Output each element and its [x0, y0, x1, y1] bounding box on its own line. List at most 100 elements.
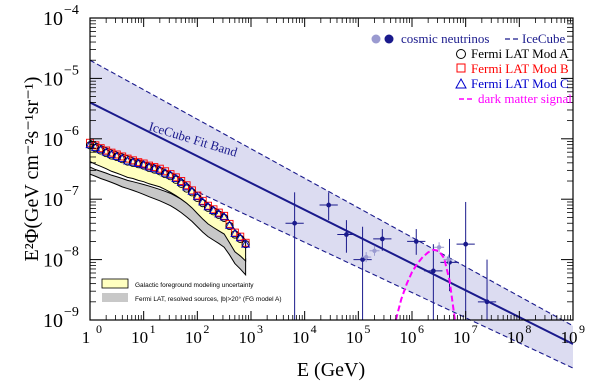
fermi-mod-b-point [107, 148, 116, 157]
neutrino-light-point [363, 254, 369, 260]
x-tick-exponent: 9 [579, 322, 585, 336]
x-tick-label: 1 [82, 328, 91, 347]
x-tick-exponent: 6 [418, 322, 424, 336]
legend2-swatch-resolved [102, 293, 128, 302]
fermi-mod-a-point [225, 221, 234, 231]
y-tick-exponent: −7 [64, 184, 79, 199]
legend-top-right: cosmic neutrinos IceCube Fermi LAT Mod A… [371, 31, 572, 106]
fermi-mod-a-point [193, 193, 202, 202]
icecube-fit-upper-edge [89, 59, 574, 327]
legend-marker-mod-b [456, 63, 466, 73]
y-tick-exponent: −5 [64, 63, 79, 78]
legend-label-dark-matter: dark matter signal [478, 91, 572, 106]
fermi-mod-b-point [123, 154, 132, 163]
x-tick-label: 10 [561, 328, 578, 347]
neutrino-point [379, 236, 385, 242]
x-tick-exponent: 0 [96, 322, 102, 336]
x-tick-label: 10 [346, 328, 363, 347]
y-tick-label: 10 [43, 129, 63, 151]
legend-marker-dark-circle [384, 34, 394, 44]
neutrino-point [360, 257, 365, 262]
x-tick-label: 10 [185, 328, 202, 347]
y-tick-label: 10 [43, 250, 63, 272]
plot-frame [89, 17, 574, 321]
resolved-sources-band [89, 166, 247, 277]
fermi-mod-c-point [187, 186, 197, 195]
x-tick-exponent: 1 [150, 322, 156, 336]
y-tick-label: 10 [43, 8, 63, 30]
y-tick-label: 10 [43, 310, 63, 332]
fermi-mod-c-point [241, 239, 251, 248]
y-tick-exponent: −6 [64, 124, 79, 139]
bands-layer [89, 59, 574, 369]
fermi-mod-b-point [150, 163, 159, 172]
y-tick-label: 10 [43, 189, 63, 211]
neutrino-point [292, 220, 298, 226]
legend-label-mod-b: Fermi LAT Mod B [471, 61, 569, 76]
x-tick-label: 10 [400, 328, 417, 347]
fermi-mod-b-point [102, 146, 111, 155]
fermi-mod-b-point [112, 150, 121, 159]
series-layer [85, 138, 497, 321]
fermi-mod-a-point [230, 230, 239, 239]
fermi-mod-a-point [198, 199, 207, 208]
x-tick-exponent: 8 [525, 322, 531, 336]
neutrino-point [430, 268, 436, 274]
x-tick-label: 10 [131, 328, 148, 347]
legend2-label-resolved: Fermi LAT, resolved sources, |b|>20° (FG… [135, 295, 282, 303]
x-tick-exponent: 2 [203, 322, 209, 336]
icecube-fit-best-line [89, 101, 574, 345]
fermi-mod-a-point [118, 155, 127, 164]
legend-label-icecube: IceCube [522, 31, 566, 46]
y-axis-label: E²Φ(GeV cm⁻²s⁻¹sr⁻¹) [21, 77, 43, 262]
x-tick-exponent: 4 [311, 322, 317, 336]
fermi-mod-a-point [177, 179, 186, 188]
legend-marker-mod-a [456, 49, 466, 59]
legend-label-mod-c: Fermi LAT Mod C [471, 76, 569, 91]
neutrino-point [344, 232, 349, 237]
neutrino-point [413, 239, 419, 244]
x-tick-exponent: 7 [472, 322, 478, 336]
x-tick-label: 10 [507, 328, 524, 347]
x-tick-label: 10 [239, 328, 256, 347]
fermi-mod-b-point [128, 156, 137, 165]
y-tick-exponent: −4 [64, 3, 79, 18]
fermi-mod-b-point [155, 164, 164, 173]
axes-layer: 1 0 10 1 10 2 10 3 10 4 10 5 10 6 10 7 10 8 10 910 −910 −810−… [43, 3, 585, 347]
x-axis-label: E (GeV) [297, 359, 365, 381]
fermi-mod-c-point [198, 197, 208, 206]
fermi-mod-a-point [171, 175, 180, 184]
fermi-mod-c-point [219, 211, 229, 221]
legend2-swatch-foreground [101, 278, 129, 289]
fermi-mod-b-point [118, 152, 127, 161]
fermi-mod-c-point [235, 232, 245, 242]
x-tick-exponent: 5 [364, 322, 370, 336]
legend-label-mod-a: Fermi LAT Mod A [471, 46, 569, 61]
legend2-label-foreground: Galactic foreground modeling uncertainty [135, 282, 254, 289]
neutrino-point [484, 299, 490, 305]
fermi-mod-c-point [182, 181, 192, 191]
fermi-mod-a-point [220, 213, 229, 222]
legend-marker-light-circle [371, 34, 381, 44]
x-tick-label: 10 [453, 328, 470, 347]
neutrino-point [326, 202, 332, 208]
x-tick-label: 10 [292, 328, 309, 347]
fermi-mod-b-point [145, 161, 154, 170]
fermi-mod-c-point [192, 191, 202, 201]
x-tick-exponent: 3 [257, 322, 263, 336]
fermi-mod-c-point [224, 220, 235, 229]
fermi-mod-a-point [96, 146, 105, 155]
neutrino-light-point [446, 257, 451, 262]
fermi-mod-b-point [161, 167, 170, 176]
legend-marker-mod-c [455, 77, 467, 89]
fermi-mod-b-point [96, 144, 105, 153]
neutrino-light-point [372, 248, 377, 253]
y-tick-label: 10 [43, 68, 63, 90]
dark-matter-curve [394, 248, 456, 321]
neutrino-light-point [436, 245, 442, 250]
legend-label-cosmic-neutrinos: cosmic neutrinos [401, 31, 489, 46]
neutrino-point [463, 241, 469, 247]
icecube-fit-band [90, 60, 573, 369]
fermi-mod-b-point [182, 181, 191, 190]
